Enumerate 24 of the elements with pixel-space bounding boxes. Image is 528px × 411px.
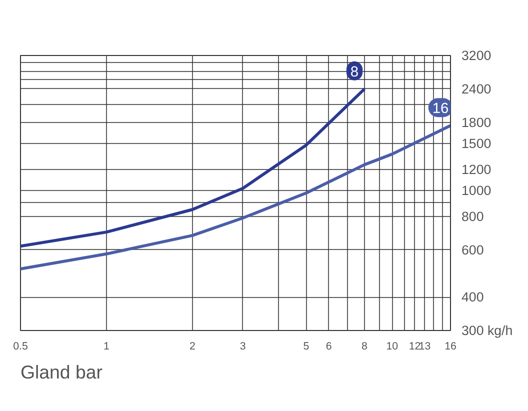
x-tick-label: 12 <box>408 340 421 352</box>
y-tick-label: 1200 <box>462 162 492 177</box>
x-tick-label: 3 <box>240 340 246 352</box>
y-tick-label: 600 <box>462 242 484 258</box>
y-tick-label: 300 kg/h <box>462 323 513 338</box>
y-tick-label: 800 <box>462 209 484 224</box>
series-label: 8 <box>350 64 359 80</box>
y-tick-label: 1800 <box>462 114 492 130</box>
x-tick-label: 1 <box>104 340 110 352</box>
y-tick-label: 1500 <box>462 136 492 152</box>
x-tick-label: 0.5 <box>13 340 28 352</box>
y-tick-label: 1000 <box>462 183 492 198</box>
x-tick-label: 5 <box>303 340 310 352</box>
series-label: 16 <box>432 101 449 118</box>
text: Gland bar <box>20 362 102 382</box>
x-tick-label: 8 <box>362 340 368 352</box>
x-tick-label: 2 <box>190 340 196 352</box>
x-tick-label: 13 <box>418 340 431 352</box>
y-tick-label: 400 <box>462 290 484 305</box>
y-tick-label: 3200 <box>462 48 492 63</box>
y-tick-label: 2400 <box>462 81 492 96</box>
x-tick-label: 6 <box>326 340 332 352</box>
x-tick-label: 10 <box>386 340 398 352</box>
x-tick-label: 16 <box>444 340 456 352</box>
